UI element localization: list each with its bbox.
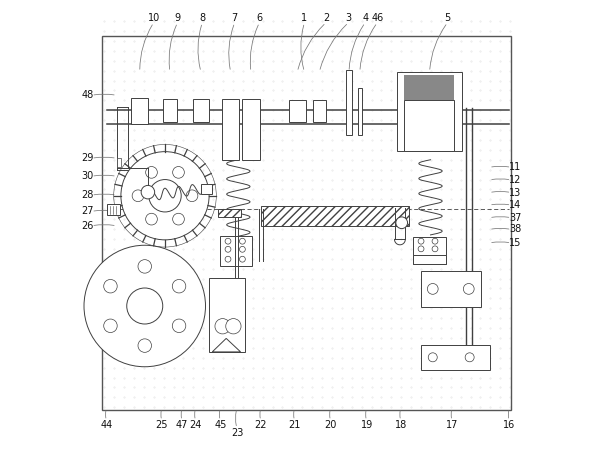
Text: 30: 30: [82, 171, 94, 181]
Bar: [201, 184, 212, 194]
Bar: [242, 99, 260, 160]
Text: 13: 13: [509, 188, 521, 198]
Circle shape: [418, 256, 424, 261]
Text: 21: 21: [289, 420, 301, 430]
Text: 45: 45: [214, 420, 227, 430]
Circle shape: [225, 246, 231, 252]
Text: 9: 9: [175, 13, 181, 23]
Bar: [163, 99, 177, 122]
Text: 8: 8: [199, 13, 205, 23]
Circle shape: [146, 213, 157, 225]
Circle shape: [173, 166, 184, 178]
Text: 24: 24: [190, 420, 202, 430]
Circle shape: [104, 279, 117, 293]
Text: 5: 5: [445, 13, 451, 23]
Circle shape: [226, 319, 241, 334]
Circle shape: [84, 245, 205, 367]
Circle shape: [427, 284, 438, 294]
Text: 17: 17: [446, 420, 458, 430]
Circle shape: [396, 217, 407, 229]
Bar: [261, 206, 409, 226]
Text: 6: 6: [256, 13, 263, 23]
Circle shape: [215, 319, 230, 334]
Bar: [404, 75, 454, 100]
Circle shape: [463, 284, 474, 294]
Circle shape: [138, 260, 151, 273]
Text: 12: 12: [509, 175, 521, 185]
Bar: [218, 209, 241, 217]
Circle shape: [428, 353, 437, 362]
Circle shape: [132, 190, 144, 202]
Circle shape: [141, 185, 155, 199]
Bar: [313, 100, 326, 122]
Text: 25: 25: [155, 420, 168, 430]
Circle shape: [173, 213, 184, 225]
Text: 44: 44: [100, 420, 113, 430]
Text: 26: 26: [82, 221, 94, 231]
Text: 18: 18: [395, 420, 407, 430]
Text: 22: 22: [254, 420, 267, 430]
Circle shape: [225, 238, 231, 244]
Text: 19: 19: [361, 420, 373, 430]
Text: 14: 14: [509, 200, 521, 210]
Bar: [117, 158, 121, 166]
Circle shape: [432, 238, 438, 244]
Bar: [421, 345, 490, 370]
Text: 28: 28: [82, 190, 94, 200]
Text: 48: 48: [82, 90, 94, 100]
Bar: [346, 70, 352, 135]
Circle shape: [186, 190, 198, 202]
Bar: [222, 99, 239, 160]
Bar: [413, 255, 446, 264]
Circle shape: [418, 246, 424, 252]
Circle shape: [432, 246, 438, 252]
Circle shape: [146, 166, 157, 178]
Bar: [404, 100, 454, 151]
Text: 27: 27: [82, 207, 94, 216]
Bar: [421, 271, 481, 307]
Bar: [220, 236, 253, 266]
Text: 11: 11: [509, 162, 521, 172]
Circle shape: [172, 319, 186, 333]
Circle shape: [127, 288, 163, 324]
Text: 38: 38: [509, 225, 521, 234]
Bar: [102, 36, 511, 410]
Circle shape: [172, 279, 186, 293]
Bar: [413, 237, 446, 264]
Circle shape: [465, 353, 474, 362]
Bar: [397, 72, 462, 151]
Circle shape: [418, 238, 424, 244]
Bar: [193, 99, 209, 122]
Circle shape: [239, 238, 245, 244]
Bar: [107, 204, 120, 215]
Text: 47: 47: [176, 420, 188, 430]
Circle shape: [138, 339, 151, 352]
Text: 46: 46: [371, 13, 383, 23]
Text: 37: 37: [509, 213, 521, 223]
Bar: [131, 98, 148, 124]
Text: 10: 10: [148, 13, 160, 23]
Circle shape: [149, 180, 181, 212]
Text: 20: 20: [325, 420, 337, 430]
Circle shape: [121, 152, 209, 240]
Text: 1: 1: [301, 13, 308, 23]
Text: 7: 7: [232, 13, 238, 23]
Text: 16: 16: [503, 420, 515, 430]
Circle shape: [225, 256, 231, 262]
Text: 15: 15: [509, 238, 521, 248]
Text: 2: 2: [323, 13, 329, 23]
Bar: [358, 88, 362, 135]
Bar: [209, 278, 245, 352]
Circle shape: [432, 256, 438, 261]
Bar: [289, 100, 306, 122]
Text: 4: 4: [362, 13, 368, 23]
Circle shape: [239, 246, 245, 252]
Circle shape: [104, 319, 117, 333]
Circle shape: [239, 256, 245, 262]
Text: 3: 3: [346, 13, 352, 23]
Text: 29: 29: [82, 153, 94, 163]
Polygon shape: [212, 338, 241, 352]
Text: 23: 23: [231, 428, 243, 438]
